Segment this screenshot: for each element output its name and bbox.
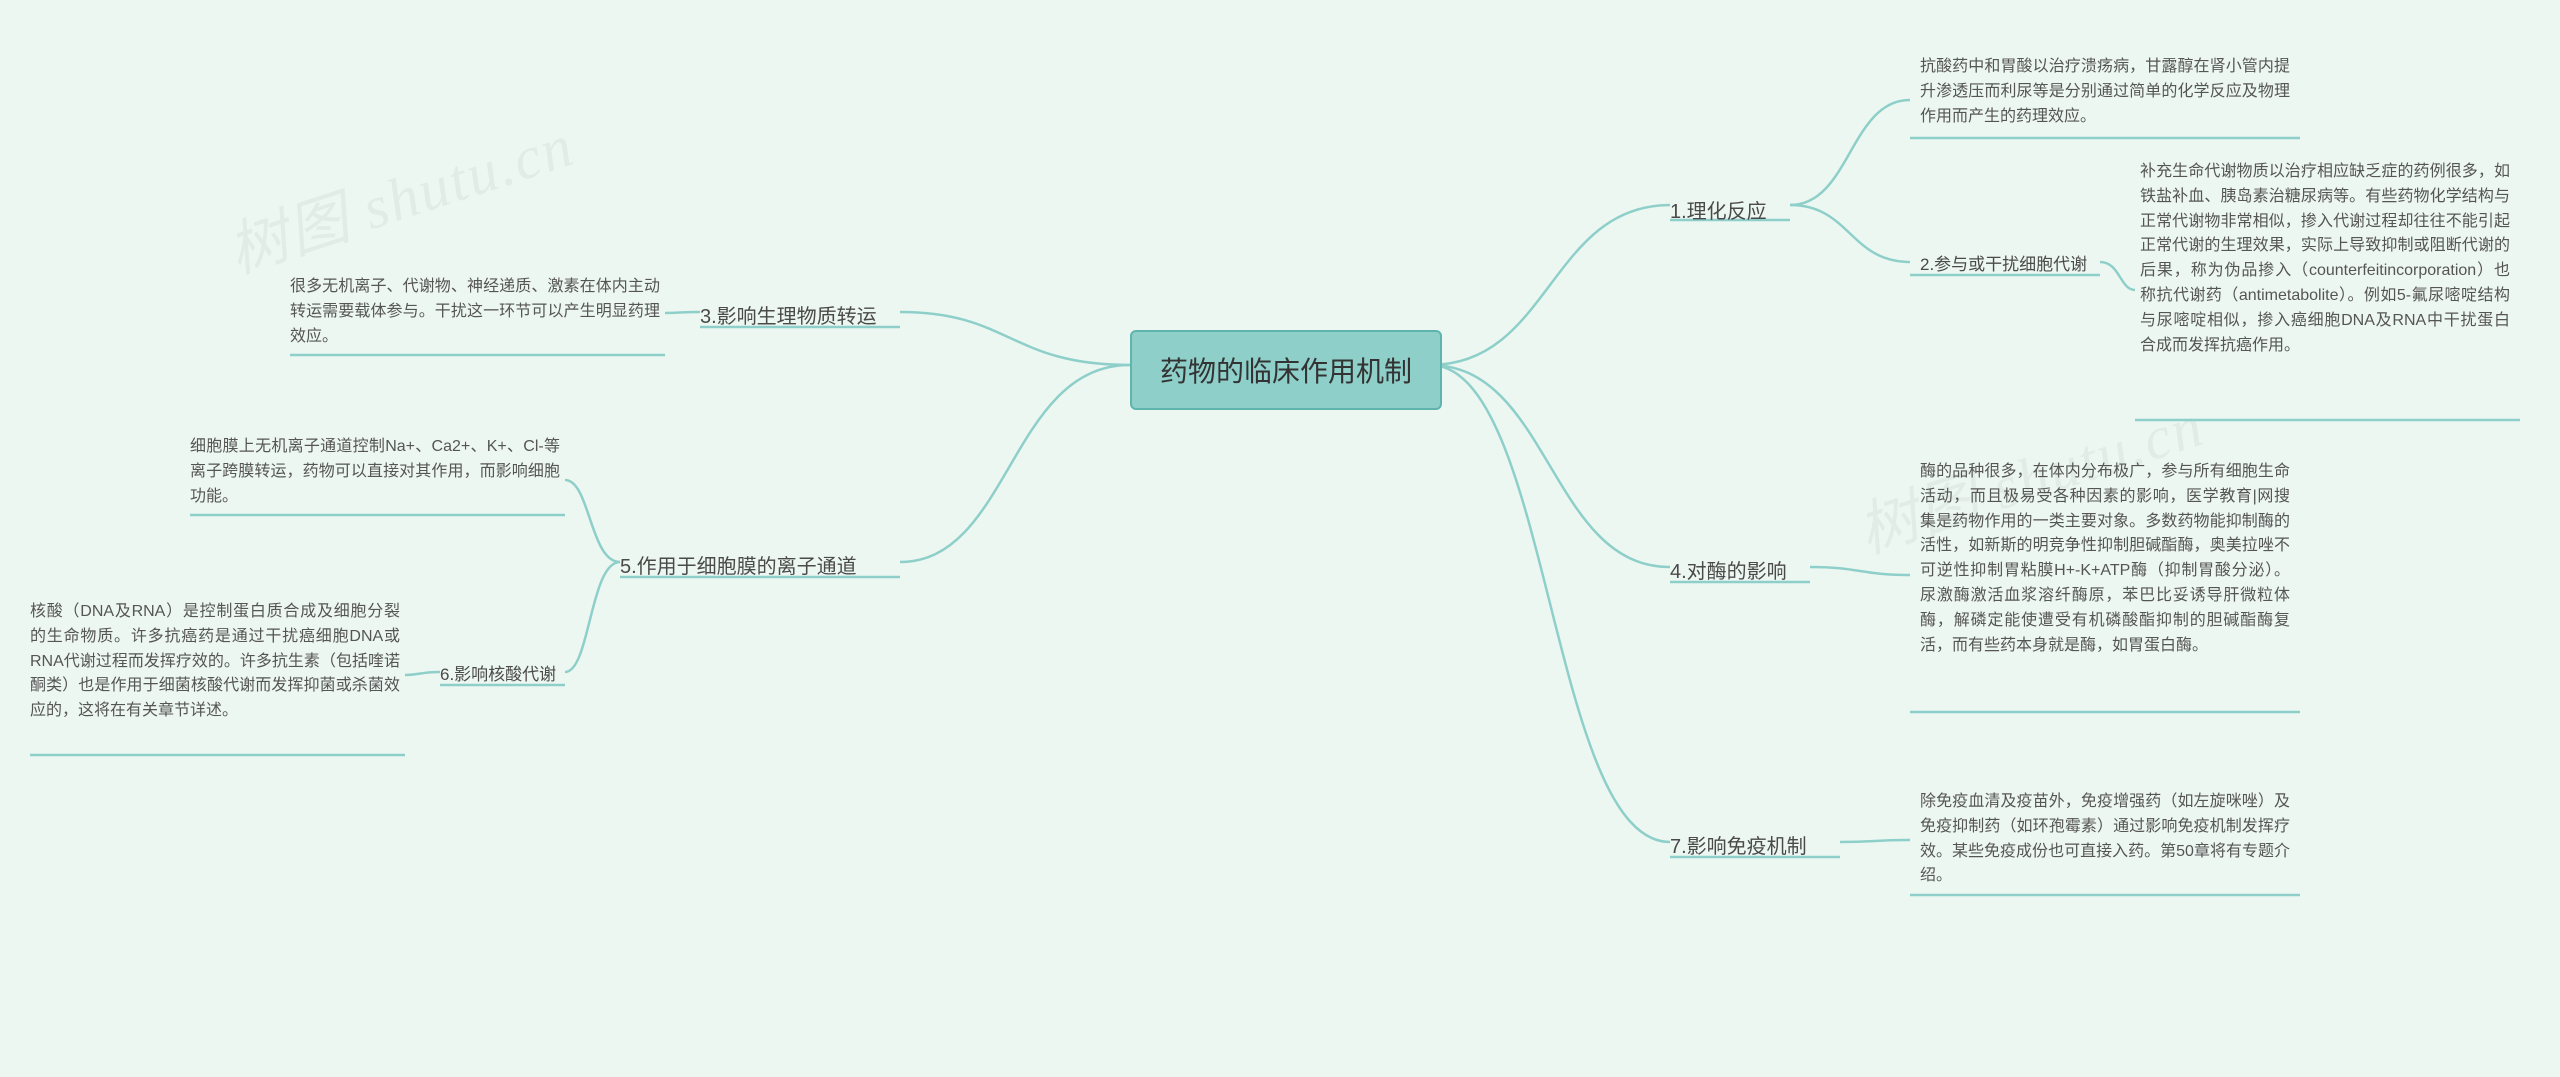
branch-7: 7.影响免疫机制: [1670, 830, 1807, 859]
branch-1: 1.理化反应: [1670, 195, 1767, 224]
branch-7-desc: 除免疫血清及疫苗外，免疫增强药（如左旋咪唑）及免疫抑制药（如环孢霉素）通过影响免…: [1920, 790, 2290, 889]
branch-3: 3.影响生理物质转运: [700, 300, 877, 329]
branch-6-desc: 核酸（DNA及RNA）是控制蛋白质合成及细胞分裂的生命物质。许多抗癌药是通过干扰…: [30, 600, 400, 724]
watermark: 树图 shutu.cn: [215, 97, 583, 291]
branch-3-desc: 很多无机离子、代谢物、神经递质、激素在体内主动转运需要载体参与。干扰这一环节可以…: [290, 275, 660, 349]
branch-1-child-2-desc: 补充生命代谢物质以治疗相应缺乏症的药例很多，如铁盐补血、胰岛素治糖尿病等。有些药…: [2140, 160, 2510, 358]
branch-4: 4.对酶的影响: [1670, 555, 1787, 584]
branch-5: 5.作用于细胞膜的离子通道: [620, 550, 857, 579]
branch-6: 6.影响核酸代谢: [440, 660, 556, 685]
branch-4-desc: 酶的品种很多，在体内分布极广，参与所有细胞生命活动，而且极易受各种因素的影响，医…: [1920, 460, 2290, 658]
branch-1-child-2-label: 2.参与或干扰细胞代谢: [1920, 250, 2087, 275]
mindmap-center: 药物的临床作用机制: [1130, 330, 1442, 410]
branch-5-desc: 细胞膜上无机离子通道控制Na+、Ca2+、K+、Cl-等离子跨膜转运，药物可以直…: [190, 435, 560, 509]
branch-1-child-1-desc: 抗酸药中和胃酸以治疗溃疡病，甘露醇在肾小管内提升渗透压而利尿等是分别通过简单的化…: [1920, 55, 2290, 129]
